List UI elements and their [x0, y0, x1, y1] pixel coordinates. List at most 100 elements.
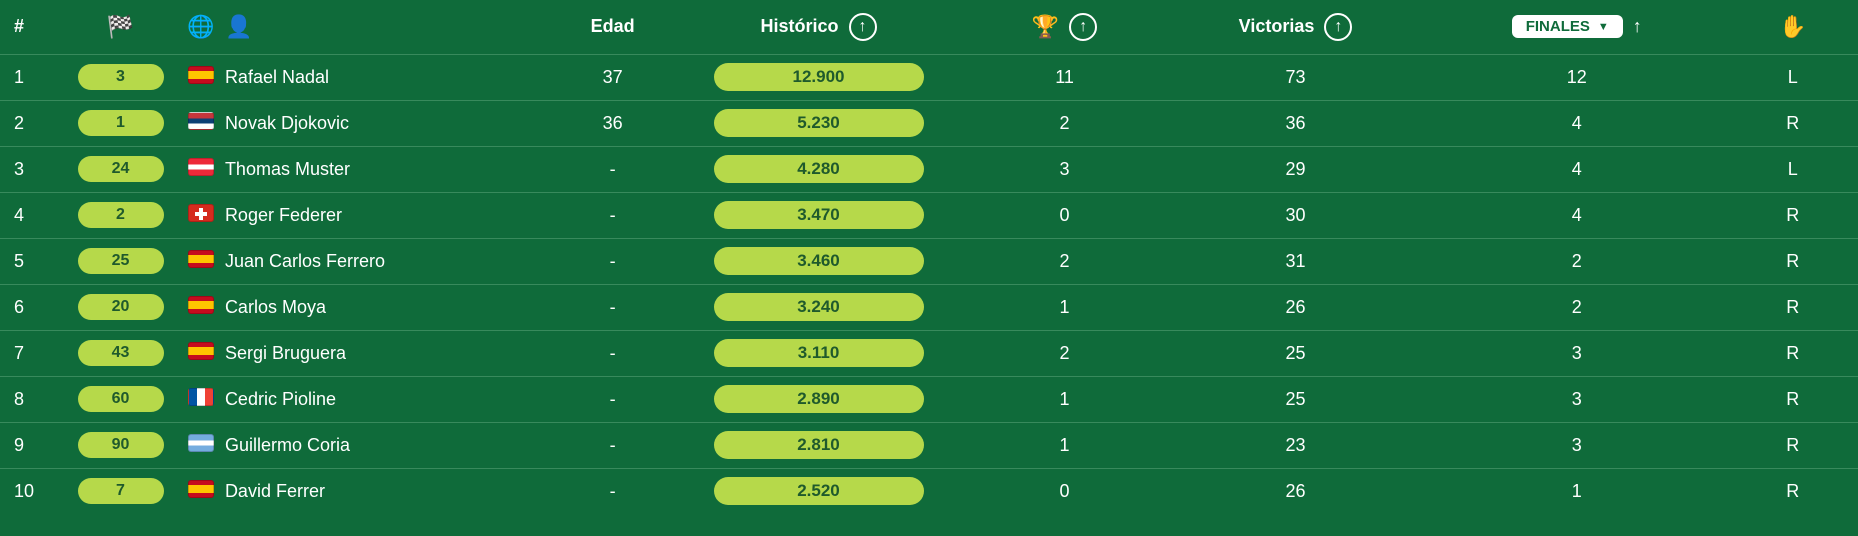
header-trophies[interactable]: 🏆 ↑	[964, 0, 1165, 54]
cell-position: 10	[0, 468, 60, 514]
cell-rank: 43	[60, 330, 181, 376]
cell-flag	[181, 54, 221, 100]
cell-edad: -	[552, 192, 673, 238]
player-name: Rafael Nadal	[225, 67, 329, 88]
table-row[interactable]: 324Thomas Muster-4.2803294L	[0, 146, 1858, 192]
header-edad[interactable]: Edad	[552, 0, 673, 54]
sort-asc-icon: ↑	[1324, 13, 1352, 41]
cell-trophies: 2	[964, 100, 1165, 146]
cell-edad: -	[552, 422, 673, 468]
rank-pill: 24	[78, 156, 164, 182]
table-row[interactable]: 860Cedric Pioline-2.8901253R	[0, 376, 1858, 422]
player-name: Cedric Pioline	[225, 389, 336, 410]
header-player[interactable]: 👤	[221, 0, 552, 54]
flag-icon	[188, 66, 214, 84]
historico-pill: 2.810	[714, 431, 924, 459]
cell-edad: -	[552, 468, 673, 514]
table-row[interactable]: 743Sergi Bruguera-3.1102253R	[0, 330, 1858, 376]
cell-victorias: 73	[1165, 54, 1426, 100]
cell-victorias: 23	[1165, 422, 1426, 468]
cell-flag	[181, 146, 221, 192]
flag-icon	[188, 434, 214, 452]
table-row[interactable]: 13Rafael Nadal3712.900117312L	[0, 54, 1858, 100]
cell-player: Thomas Muster	[221, 146, 552, 192]
sort-asc-icon: ↑	[1633, 16, 1642, 37]
header-historico[interactable]: Histórico ↑	[673, 0, 964, 54]
cell-player: Roger Federer	[221, 192, 552, 238]
table-row[interactable]: 107David Ferrer-2.5200261R	[0, 468, 1858, 514]
player-name: Guillermo Coria	[225, 435, 350, 456]
cell-rank: 3	[60, 54, 181, 100]
cell-hand: L	[1727, 54, 1858, 100]
player-name: Sergi Bruguera	[225, 343, 346, 364]
ranking-table: # 🏁 🌐 👤 Edad Histórico ↑ 🏆 ↑ Victorias	[0, 0, 1858, 514]
header-victorias[interactable]: Victorias ↑	[1165, 0, 1426, 54]
cell-hand: R	[1727, 330, 1858, 376]
cell-historico: 3.470	[673, 192, 964, 238]
table-row[interactable]: 990Guillermo Coria-2.8101233R	[0, 422, 1858, 468]
header-rank[interactable]: 🏁	[60, 0, 181, 54]
header-position[interactable]: #	[0, 0, 60, 54]
cell-finales: 3	[1426, 330, 1727, 376]
cell-position: 6	[0, 284, 60, 330]
historico-pill: 12.900	[714, 63, 924, 91]
cell-historico: 3.240	[673, 284, 964, 330]
cell-hand: R	[1727, 100, 1858, 146]
cell-victorias: 25	[1165, 376, 1426, 422]
player-name: Roger Federer	[225, 205, 342, 226]
cell-rank: 1	[60, 100, 181, 146]
cell-hand: L	[1727, 146, 1858, 192]
cell-trophies: 0	[964, 192, 1165, 238]
cell-edad: -	[552, 284, 673, 330]
historico-pill: 3.240	[714, 293, 924, 321]
cell-position: 4	[0, 192, 60, 238]
cell-position: 7	[0, 330, 60, 376]
flag-icon	[188, 250, 214, 268]
cell-flag	[181, 376, 221, 422]
finales-dropdown[interactable]: FINALES ▼	[1512, 15, 1623, 38]
cell-finales: 2	[1426, 284, 1727, 330]
cell-trophies: 0	[964, 468, 1165, 514]
cell-edad: -	[552, 238, 673, 284]
header-country[interactable]: 🌐	[181, 0, 221, 54]
header-hand[interactable]: ✋	[1727, 0, 1858, 54]
historico-pill: 4.280	[714, 155, 924, 183]
cell-victorias: 26	[1165, 284, 1426, 330]
historico-pill: 5.230	[714, 109, 924, 137]
checkered-flag-icon: 🏁	[107, 14, 134, 39]
cell-rank: 90	[60, 422, 181, 468]
table-row[interactable]: 42Roger Federer-3.4700304R	[0, 192, 1858, 238]
cell-position: 1	[0, 54, 60, 100]
cell-rank: 60	[60, 376, 181, 422]
cell-player: Cedric Pioline	[221, 376, 552, 422]
table-row[interactable]: 620Carlos Moya-3.2401262R	[0, 284, 1858, 330]
cell-historico: 2.890	[673, 376, 964, 422]
person-icon: 👤	[225, 14, 252, 39]
rank-pill: 1	[78, 110, 164, 136]
rank-pill: 90	[78, 432, 164, 458]
cell-finales: 3	[1426, 422, 1727, 468]
cell-hand: R	[1727, 192, 1858, 238]
table-row[interactable]: 525Juan Carlos Ferrero-3.4602312R	[0, 238, 1858, 284]
cell-finales: 12	[1426, 54, 1727, 100]
cell-position: 3	[0, 146, 60, 192]
cell-player: Carlos Moya	[221, 284, 552, 330]
cell-rank: 7	[60, 468, 181, 514]
table-row[interactable]: 21Novak Djokovic365.2302364R	[0, 100, 1858, 146]
cell-trophies: 11	[964, 54, 1165, 100]
cell-trophies: 1	[964, 376, 1165, 422]
cell-hand: R	[1727, 422, 1858, 468]
player-name: Juan Carlos Ferrero	[225, 251, 385, 272]
cell-edad: -	[552, 376, 673, 422]
header-finales[interactable]: FINALES ▼ ↑	[1426, 0, 1727, 54]
hand-icon: ✋	[1779, 14, 1806, 39]
rank-pill: 43	[78, 340, 164, 366]
header-historico-label: Histórico	[760, 16, 838, 37]
cell-flag	[181, 238, 221, 284]
cell-historico: 2.520	[673, 468, 964, 514]
cell-historico: 4.280	[673, 146, 964, 192]
cell-finales: 4	[1426, 146, 1727, 192]
flag-icon	[188, 158, 214, 176]
cell-edad: -	[552, 146, 673, 192]
cell-historico: 3.460	[673, 238, 964, 284]
